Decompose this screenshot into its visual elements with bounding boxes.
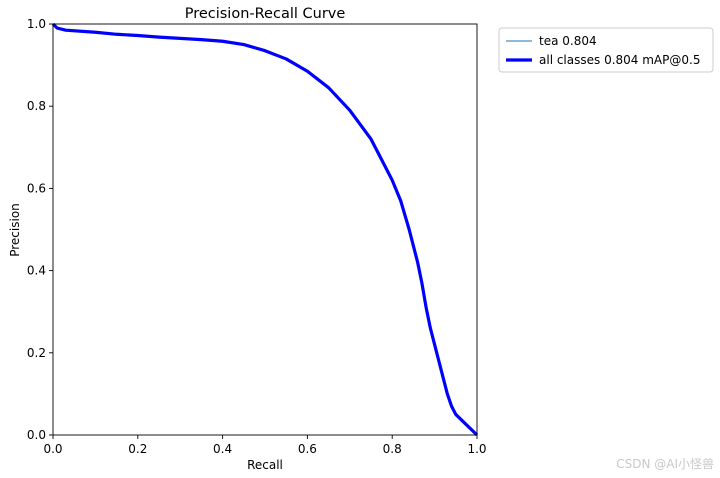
y-tick-label: 0.2 <box>27 346 46 360</box>
legend-label-0: tea 0.804 <box>539 34 597 48</box>
y-tick-label: 0.6 <box>27 181 46 195</box>
x-tick-label: 0.0 <box>43 442 62 456</box>
x-tick-label: 1.0 <box>467 442 486 456</box>
x-tick-label: 0.8 <box>383 442 402 456</box>
legend-label-1: all classes 0.804 mAP@0.5 <box>539 53 700 67</box>
y-tick-label: 0.4 <box>27 264 46 278</box>
legend-box <box>498 27 714 73</box>
y-axis-label: Precision <box>8 203 22 257</box>
x-tick-label: 0.4 <box>213 442 232 456</box>
y-tick-label: 1.0 <box>27 17 46 31</box>
y-tick-label: 0.8 <box>27 99 46 113</box>
plot-area: 0.0 0.2 0.4 0.6 0.8 1.0 0.0 0.2 0.4 0.6 0.8 1.0 <box>27 17 487 456</box>
y-tick-label: 0.0 <box>27 428 46 442</box>
x-tick-label: 0.2 <box>128 442 147 456</box>
legend: tea 0.804 all classes 0.804 mAP@0.5 <box>498 27 714 73</box>
plot-frame <box>52 23 478 436</box>
series-line-1 <box>51 22 479 437</box>
watermark: CSDN @AI小怪兽 <box>616 457 714 471</box>
x-tick-label: 0.6 <box>298 442 317 456</box>
chart-title: Precision-Recall Curve <box>185 6 346 22</box>
x-axis-label: Recall <box>247 458 283 472</box>
